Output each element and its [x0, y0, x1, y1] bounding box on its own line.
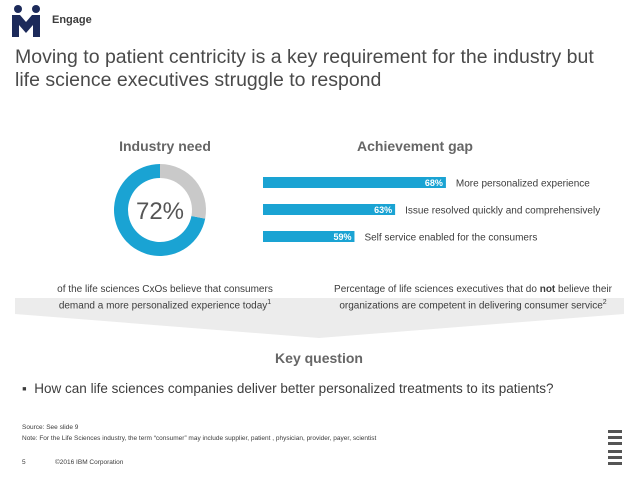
value-label: 59%	[333, 232, 351, 242]
bar	[263, 177, 446, 188]
page-number: 5	[22, 459, 26, 466]
caption-emphasis: not	[539, 284, 556, 295]
category-label: More personalized experience	[456, 179, 590, 190]
footnote-ref: 1	[267, 299, 272, 306]
copyright: ©2016 IBM Corporation	[55, 459, 124, 466]
footnote-ref: 2	[602, 299, 607, 306]
caption-text: believe their organizations are competen…	[339, 284, 612, 312]
caption-text: Percentage of life sciences executives t…	[334, 284, 540, 295]
logo	[12, 5, 40, 37]
brand: Engage	[52, 14, 92, 26]
caption-text: of the life sciences CxOs believe that c…	[57, 284, 273, 312]
center-label: 72%	[136, 198, 184, 225]
donut-slice	[114, 163, 206, 256]
value-label: 68%	[425, 178, 443, 188]
key-question-title: Key question	[275, 350, 363, 366]
bar	[263, 204, 396, 215]
category-label: Issue resolved quickly and comprehensive…	[405, 206, 600, 217]
bar-caption: Percentage of life sciences executives t…	[318, 283, 628, 312]
bullet-text: How can life sciences companies deliver …	[34, 381, 554, 396]
bar	[263, 231, 355, 242]
category-label: Self service enabled for the consumers	[364, 233, 537, 244]
donut-slice	[160, 164, 206, 219]
value-label: 63%	[374, 205, 392, 215]
ibm-logo	[608, 430, 622, 465]
donut-caption: of the life sciences CxOs believe that c…	[40, 283, 290, 312]
bar-title: Achievement gap	[357, 138, 473, 154]
chevron	[15, 298, 624, 338]
slide-title: Moving to patient centricity is a key re…	[15, 46, 594, 91]
donut-title: Industry need	[119, 138, 211, 154]
bullet: ▪ How can life sciences companies delive…	[22, 381, 554, 396]
note: Note: For the Life Sciences industry, th…	[22, 435, 377, 442]
source: Source: See slide 9	[22, 424, 79, 431]
